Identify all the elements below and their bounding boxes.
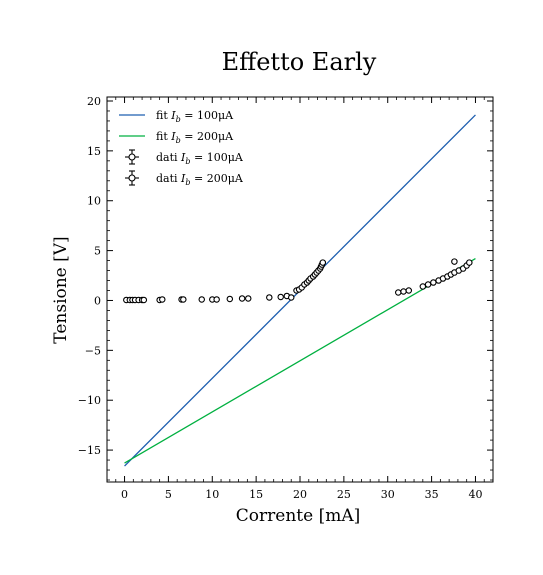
- x-tick-label: 40: [468, 488, 482, 501]
- legend-label: dati Ib = 100μA: [156, 151, 244, 166]
- y-tick-label: 15: [87, 145, 101, 158]
- y-tick-label: 0: [94, 294, 101, 307]
- chart-title: Effetto Early: [222, 48, 377, 76]
- data-point-series-2: [395, 289, 402, 296]
- y-tick-label: −10: [78, 394, 101, 407]
- legend-label: dati Ib = 200μA: [156, 172, 244, 187]
- x-tick-label: 10: [205, 488, 219, 501]
- x-tick-label: 30: [381, 488, 395, 501]
- data-point-series-2: [405, 287, 413, 294]
- legend: fit Ib = 100μA fit Ib = 200μA dati Ib = 10…: [119, 109, 244, 187]
- x-tick-label: 5: [165, 488, 172, 501]
- data-point-series-1: [198, 296, 205, 303]
- legend-marker: [128, 153, 136, 161]
- data-point-series-1: [319, 259, 327, 266]
- y-tick-label: −5: [85, 344, 101, 357]
- x-axis-label: Corrente [mA]: [236, 506, 360, 526]
- x-tick-label: 15: [249, 488, 263, 501]
- data-point-series-1: [266, 294, 273, 301]
- fit-line-2: [124, 258, 476, 464]
- data-point-series-2: [466, 259, 473, 266]
- data-points: [123, 258, 473, 304]
- legend-label: fit Ib = 200μA: [156, 130, 234, 145]
- legend-label: fit Ib = 100μA: [156, 109, 234, 124]
- data-point-series-2: [424, 281, 432, 288]
- ticks-layer: 0 5 10 15 20 25 30 35 40 −15 −10 −5 0 5 10 15 20: [78, 95, 493, 501]
- data-point-series-2: [419, 283, 427, 290]
- y-axis-label: Tensione [V]: [51, 236, 71, 343]
- y-tick-label: 5: [94, 245, 101, 258]
- data-point-series-2: [451, 258, 458, 265]
- data-point-series-2: [400, 288, 407, 295]
- data-point-series-1: [287, 294, 295, 301]
- data-point-series-1: [244, 295, 252, 302]
- plot-frame: [106, 96, 494, 483]
- data-point-series-1: [140, 296, 148, 304]
- legend-marker: [128, 174, 136, 182]
- x-tick-label: 35: [425, 488, 439, 501]
- data-point-series-1: [238, 295, 246, 302]
- x-tick-label: 0: [121, 488, 128, 501]
- data-point-series-1: [226, 295, 234, 303]
- data-point-series-2: [430, 279, 437, 286]
- data-point-series-1: [180, 296, 187, 303]
- y-tick-label: 20: [87, 95, 101, 108]
- data-point-series-1: [213, 296, 220, 303]
- y-tick-label: 10: [87, 195, 101, 208]
- data-point-series-1: [277, 293, 284, 301]
- y-tick-label: −15: [78, 444, 101, 457]
- x-tick-label: 20: [293, 488, 307, 501]
- data-point-series-1: [159, 296, 166, 303]
- x-tick-label: 25: [337, 488, 351, 501]
